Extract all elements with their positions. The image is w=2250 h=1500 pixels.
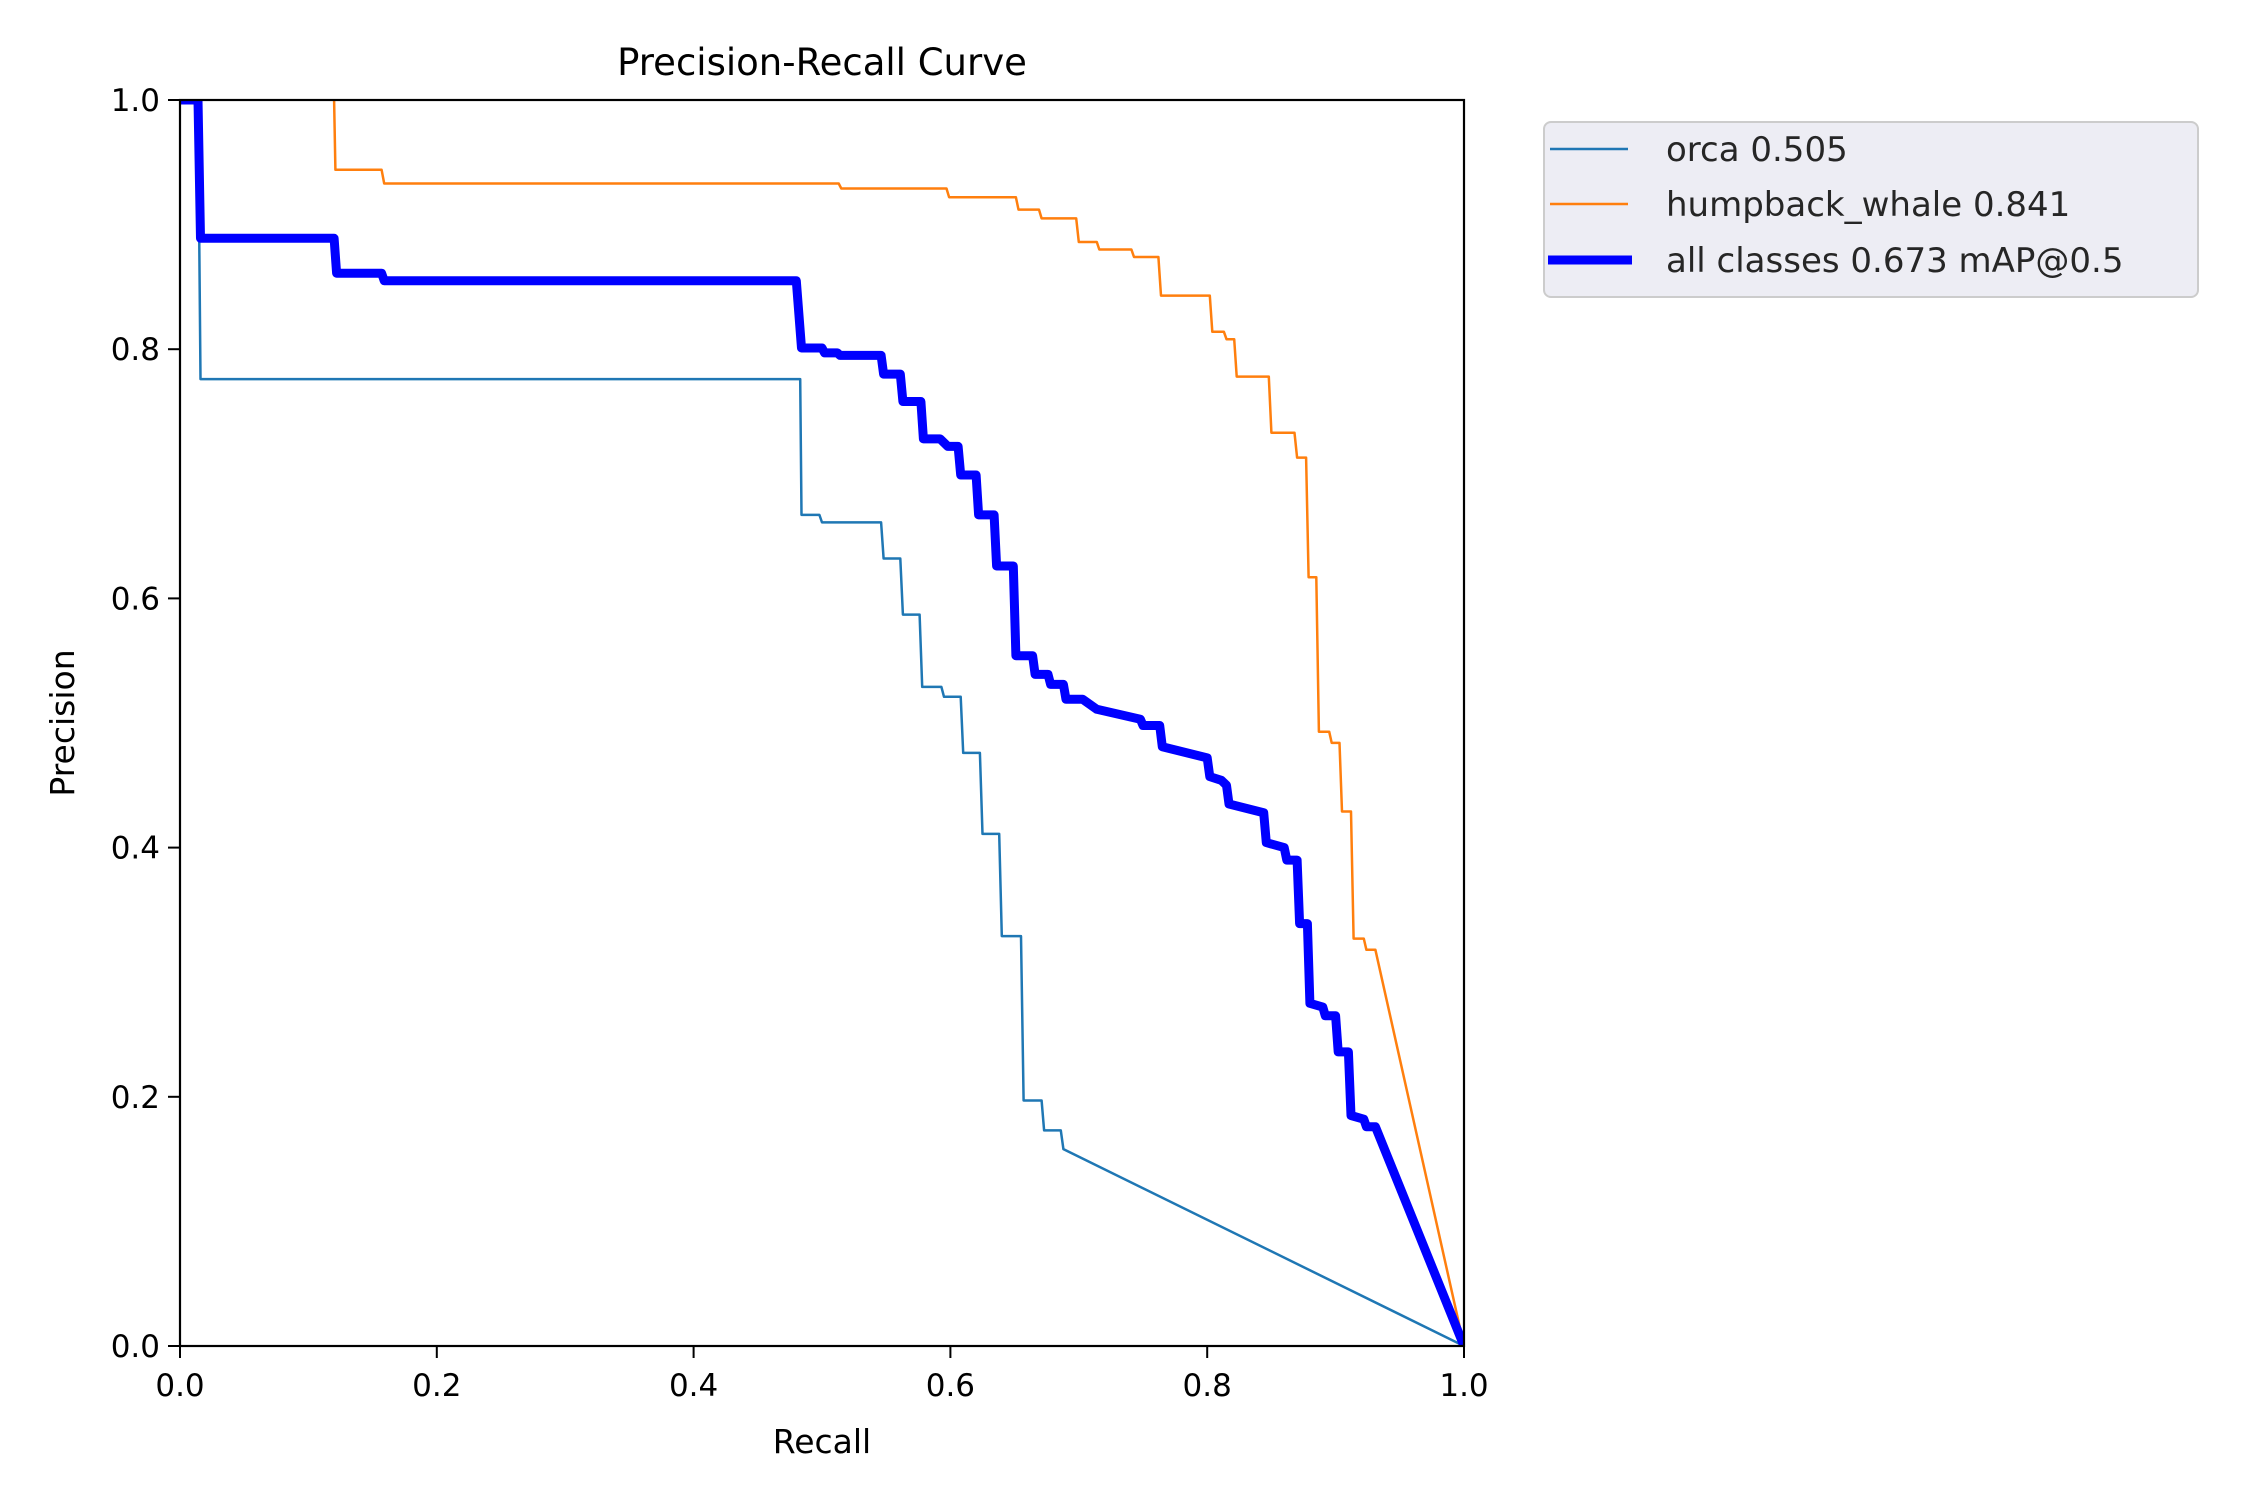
x-tick-label: 0.8 [1183,1368,1232,1404]
y-axis-title: Precision [43,649,82,796]
x-axis-title: Recall [773,1422,871,1461]
plot-frame [178,98,1466,1348]
series-line-all [180,100,1464,1346]
x-tick-label: 0.2 [412,1368,461,1404]
y-tick-label: 0.8 [111,332,160,368]
x-tick-label: 0.6 [926,1368,975,1404]
legend-box [1543,121,2199,298]
legend-label-orca: orca 0.505 [1666,130,1848,170]
legend: orca 0.505 humpback_whale 0.841 all clas… [1543,121,2199,298]
y-tick-label: 0.6 [111,581,160,617]
y-tick-label: 0.4 [111,831,160,867]
series-line-humpback-whale [332,100,1464,1346]
y-tick-label: 0.0 [111,1329,160,1365]
x-tick-label: 0.4 [669,1368,718,1404]
legend-label-humpback-whale: humpback_whale 0.841 [1666,185,2070,225]
legend-label-all-classes: all classes 0.673 mAP@0.5 [1666,241,2123,281]
x-tick-label: 0.0 [155,1368,204,1404]
x-tick-label: 1.0 [1439,1368,1488,1404]
chart-title: Precision-Recall Curve [617,41,1027,84]
series-line-orca [180,100,1464,1346]
y-tick-label: 0.2 [111,1080,160,1116]
y-tick-label: 1.0 [111,83,160,119]
